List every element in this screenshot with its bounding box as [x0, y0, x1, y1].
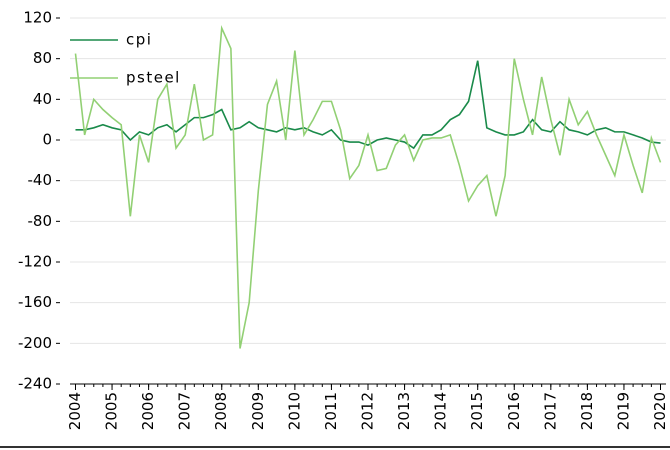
- y-tick-label: 0: [42, 131, 52, 149]
- x-tick-label: 2013: [395, 392, 413, 430]
- legend-label: cpi: [126, 31, 152, 49]
- x-tick-label: 2004: [66, 392, 84, 430]
- y-tick-label: 120: [23, 9, 52, 27]
- y-tick-label: -40: [28, 171, 53, 189]
- x-tick-label: 2007: [176, 392, 194, 430]
- x-tick-label: 2009: [249, 392, 267, 430]
- series-line: [74, 25, 662, 349]
- x-tick-label: 2011: [322, 392, 340, 430]
- x-tick-label: 2005: [103, 392, 121, 430]
- legend-label: psteel: [126, 69, 181, 87]
- y-tick-label: -80: [28, 212, 53, 230]
- x-tick-label: 2019: [614, 392, 632, 430]
- x-tick-label: 2006: [139, 392, 157, 430]
- x-tick-label: 2012: [359, 392, 377, 430]
- x-tick-label: 2017: [541, 392, 559, 430]
- y-tick-label: -200: [18, 334, 52, 352]
- y-tick-label: -120: [18, 253, 52, 271]
- y-tick-label: -160: [18, 293, 52, 311]
- x-tick-label: 2014: [432, 392, 450, 430]
- x-tick-label: 2010: [285, 392, 303, 430]
- x-tick-label: 2015: [468, 392, 486, 430]
- x-tick-label: 2008: [212, 392, 230, 430]
- x-tick-label: 2020: [651, 392, 669, 430]
- x-tick-label: 2016: [505, 392, 523, 430]
- y-tick-label: -240: [18, 375, 52, 393]
- y-tick-label: 40: [33, 90, 52, 108]
- y-tick-label: 80: [33, 49, 52, 67]
- x-tick-label: 2018: [578, 392, 596, 430]
